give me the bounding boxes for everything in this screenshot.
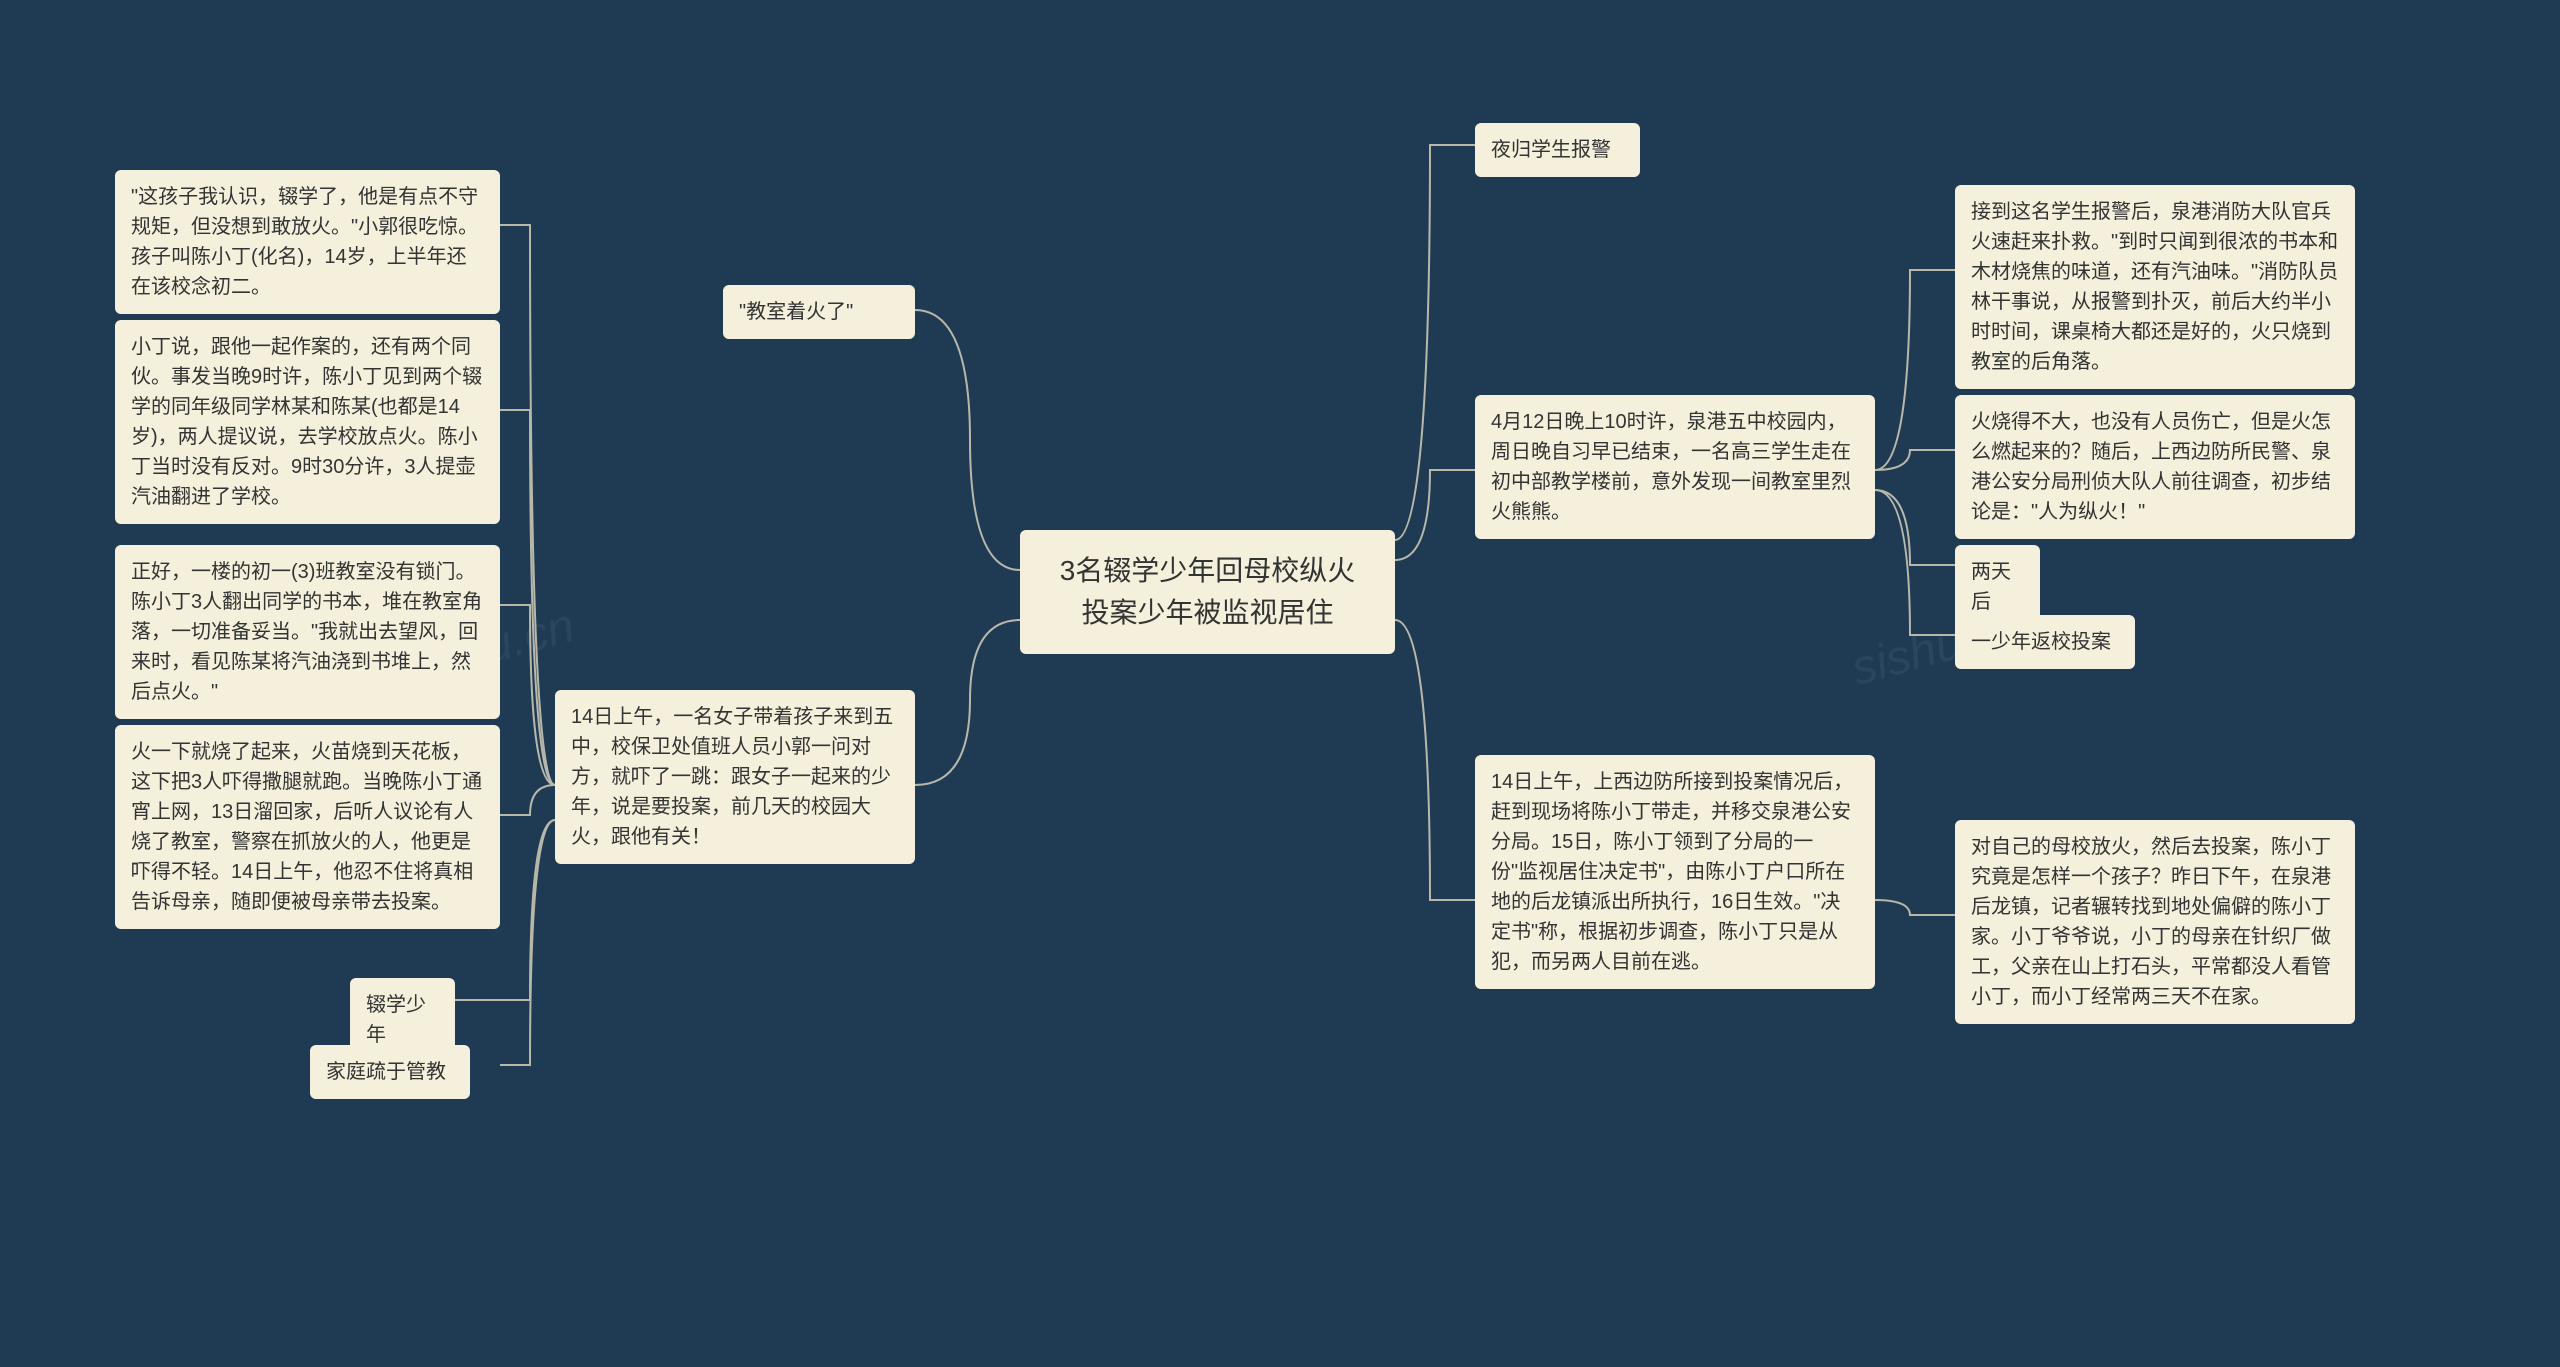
left-leaf-5-text: 辍学少年: [366, 994, 426, 1046]
center-text: 3名辍学少年回母校纵火 投案少年被监视居住: [1060, 555, 1356, 628]
right-branch-1-label: 夜归学生报警: [1491, 139, 1611, 161]
left-branch-2: 14日上午，一名女子带着孩子来到五中，校保卫处值班人员小郭一问对方，就吓了一跳：…: [555, 690, 915, 864]
right-leaf-5-text: 对自己的母校放火，然后去投案，陈小丁究竟是怎样一个孩子？昨日下午，在泉港后龙镇，…: [1971, 836, 2331, 1008]
left-leaf-2: 小丁说，跟他一起作案的，还有两个同伙。事发当晚9时许，陈小丁见到两个辍学的同年级…: [115, 320, 500, 524]
left-branch-1: "教室着火了": [723, 285, 915, 339]
right-branch-2-label: 4月12日晚上10时许，泉港五中校园内，周日晚自习早已结束，一名高三学生走在初中…: [1491, 411, 1851, 523]
left-leaf-1: "这孩子我认识，辍学了，他是有点不守规矩，但没想到敢放火。"小郭很吃惊。孩子叫陈…: [115, 170, 500, 314]
left-leaf-1-text: "这孩子我认识，辍学了，他是有点不守规矩，但没想到敢放火。"小郭很吃惊。孩子叫陈…: [131, 186, 478, 298]
left-leaf-6: 家庭疏于管教: [310, 1045, 470, 1099]
right-leaf-1-text: 接到这名学生报警后，泉港消防大队官兵火速赶来扑救。"到时只闻到很浓的书本和木材烧…: [1971, 201, 2338, 373]
right-leaf-1: 接到这名学生报警后，泉港消防大队官兵火速赶来扑救。"到时只闻到很浓的书本和木材烧…: [1955, 185, 2355, 389]
right-leaf-2-text: 火烧得不大，也没有人员伤亡，但是火怎么燃起来的？随后，上西边防所民警、泉港公安分…: [1971, 411, 2331, 523]
right-branch-1: 夜归学生报警: [1475, 123, 1640, 177]
left-leaf-4-text: 火一下就烧了起来，火苗烧到天花板，这下把3人吓得撒腿就跑。当晚陈小丁通宵上网，1…: [131, 741, 482, 913]
left-leaf-3: 正好，一楼的初一(3)班教室没有锁门。陈小丁3人翻出同学的书本，堆在教室角落，一…: [115, 545, 500, 719]
right-branch-2: 4月12日晚上10时许，泉港五中校园内，周日晚自习早已结束，一名高三学生走在初中…: [1475, 395, 1875, 539]
right-leaf-5: 对自己的母校放火，然后去投案，陈小丁究竟是怎样一个孩子？昨日下午，在泉港后龙镇，…: [1955, 820, 2355, 1024]
left-leaf-4: 火一下就烧了起来，火苗烧到天花板，这下把3人吓得撒腿就跑。当晚陈小丁通宵上网，1…: [115, 725, 500, 929]
center-node: 3名辍学少年回母校纵火 投案少年被监视居住: [1020, 530, 1395, 654]
right-leaf-4: 一少年返校投案: [1955, 615, 2135, 669]
left-leaf-3-text: 正好，一楼的初一(3)班教室没有锁门。陈小丁3人翻出同学的书本，堆在教室角落，一…: [131, 561, 482, 703]
left-leaf-6-text: 家庭疏于管教: [326, 1061, 446, 1083]
right-leaf-3-text: 两天后: [1971, 561, 2011, 613]
right-leaf-4-text: 一少年返校投案: [1971, 631, 2111, 653]
right-branch-3-label: 14日上午，上西边防所接到投案情况后，赶到现场将陈小丁带走，并移交泉港公安分局。…: [1491, 771, 1853, 973]
left-branch-2-label: 14日上午，一名女子带着孩子来到五中，校保卫处值班人员小郭一问对方，就吓了一跳：…: [571, 706, 893, 848]
left-leaf-2-text: 小丁说，跟他一起作案的，还有两个同伙。事发当晚9时许，陈小丁见到两个辍学的同年级…: [131, 336, 482, 508]
left-branch-1-label: "教室着火了": [739, 301, 853, 323]
right-branch-3: 14日上午，上西边防所接到投案情况后，赶到现场将陈小丁带走，并移交泉港公安分局。…: [1475, 755, 1875, 989]
right-leaf-2: 火烧得不大，也没有人员伤亡，但是火怎么燃起来的？随后，上西边防所民警、泉港公安分…: [1955, 395, 2355, 539]
